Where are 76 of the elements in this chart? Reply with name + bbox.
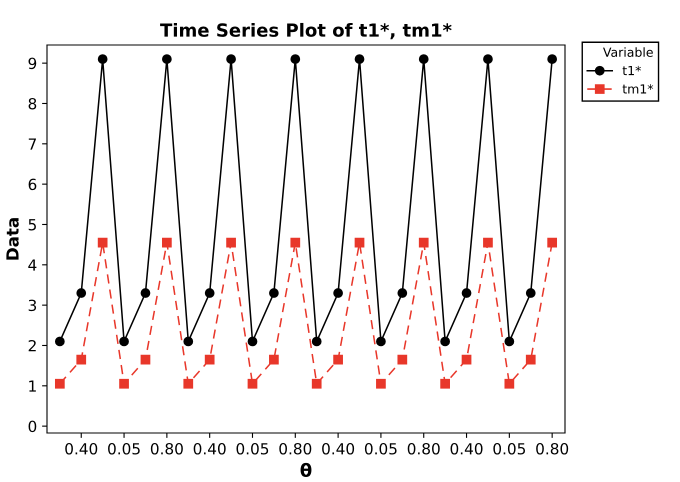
point <box>462 354 472 364</box>
point <box>162 54 172 64</box>
point <box>418 54 429 64</box>
chart-title: Time Series Plot of t1*, tm1* <box>160 22 452 40</box>
y-axis-title: Data <box>6 218 19 260</box>
point <box>462 288 472 298</box>
point <box>418 238 429 248</box>
point <box>504 336 514 346</box>
point <box>312 378 322 389</box>
point <box>140 354 150 364</box>
x-tick-label: 0.05 <box>236 442 268 455</box>
y-tick-label: 3 <box>28 300 36 312</box>
legend-title: Variable <box>603 47 653 57</box>
point <box>526 288 536 298</box>
point <box>312 336 322 346</box>
y-tick-label: 4 <box>28 259 36 271</box>
point <box>483 238 493 248</box>
x-tick-label: 0.80 <box>408 442 440 455</box>
point <box>440 336 450 346</box>
point <box>354 238 364 248</box>
point <box>226 238 236 248</box>
point <box>98 238 108 248</box>
point <box>248 378 258 389</box>
x-tick-label: 0.40 <box>322 442 354 455</box>
point <box>119 378 129 389</box>
x-tick-label: 0.40 <box>450 442 483 455</box>
point <box>547 238 558 248</box>
legend-label: t1* <box>622 66 641 76</box>
point <box>54 336 65 346</box>
point <box>483 54 493 64</box>
point <box>76 288 86 298</box>
point <box>248 336 258 346</box>
point <box>526 354 536 364</box>
point <box>162 238 172 248</box>
point <box>226 54 236 64</box>
point <box>54 378 65 389</box>
x-tick-label: 0.05 <box>364 442 397 455</box>
point <box>290 54 300 64</box>
y-tick-label: 7 <box>28 138 36 150</box>
point <box>76 354 86 364</box>
point <box>397 354 408 364</box>
y-tick-label: 1 <box>29 380 36 392</box>
y-tick-label: 0 <box>28 420 36 432</box>
x-tick-label: 0.80 <box>279 442 312 455</box>
point <box>183 378 194 389</box>
point <box>204 354 215 364</box>
y-tick-label: 2 <box>28 340 36 352</box>
point <box>333 354 343 364</box>
point <box>290 238 300 248</box>
point <box>98 54 108 64</box>
point <box>547 54 558 64</box>
point <box>333 288 343 298</box>
y-tick-label: 6 <box>28 178 36 190</box>
x-tick-label: 0.05 <box>108 442 140 455</box>
x-axis-title: θ <box>300 462 312 477</box>
point <box>376 336 386 346</box>
x-tick-label: 0.80 <box>536 442 568 455</box>
point <box>269 288 279 298</box>
y-tick-label: 8 <box>28 98 36 110</box>
point <box>440 378 450 389</box>
x-tick-label: 0.05 <box>493 442 526 455</box>
legend-label: tm1* <box>622 84 654 94</box>
x-tick-label: 0.40 <box>194 442 226 455</box>
point <box>269 354 279 364</box>
point <box>119 336 129 346</box>
point <box>140 288 150 298</box>
point <box>376 378 386 389</box>
point <box>354 54 364 64</box>
x-tick-label: 0.80 <box>150 442 183 455</box>
x-tick-label: 0.40 <box>65 442 98 455</box>
y-tick-label: 9 <box>28 58 36 70</box>
point <box>504 378 514 389</box>
y-tick-label: 5 <box>28 219 36 230</box>
point <box>204 288 215 298</box>
point <box>397 288 408 298</box>
point <box>183 336 194 346</box>
